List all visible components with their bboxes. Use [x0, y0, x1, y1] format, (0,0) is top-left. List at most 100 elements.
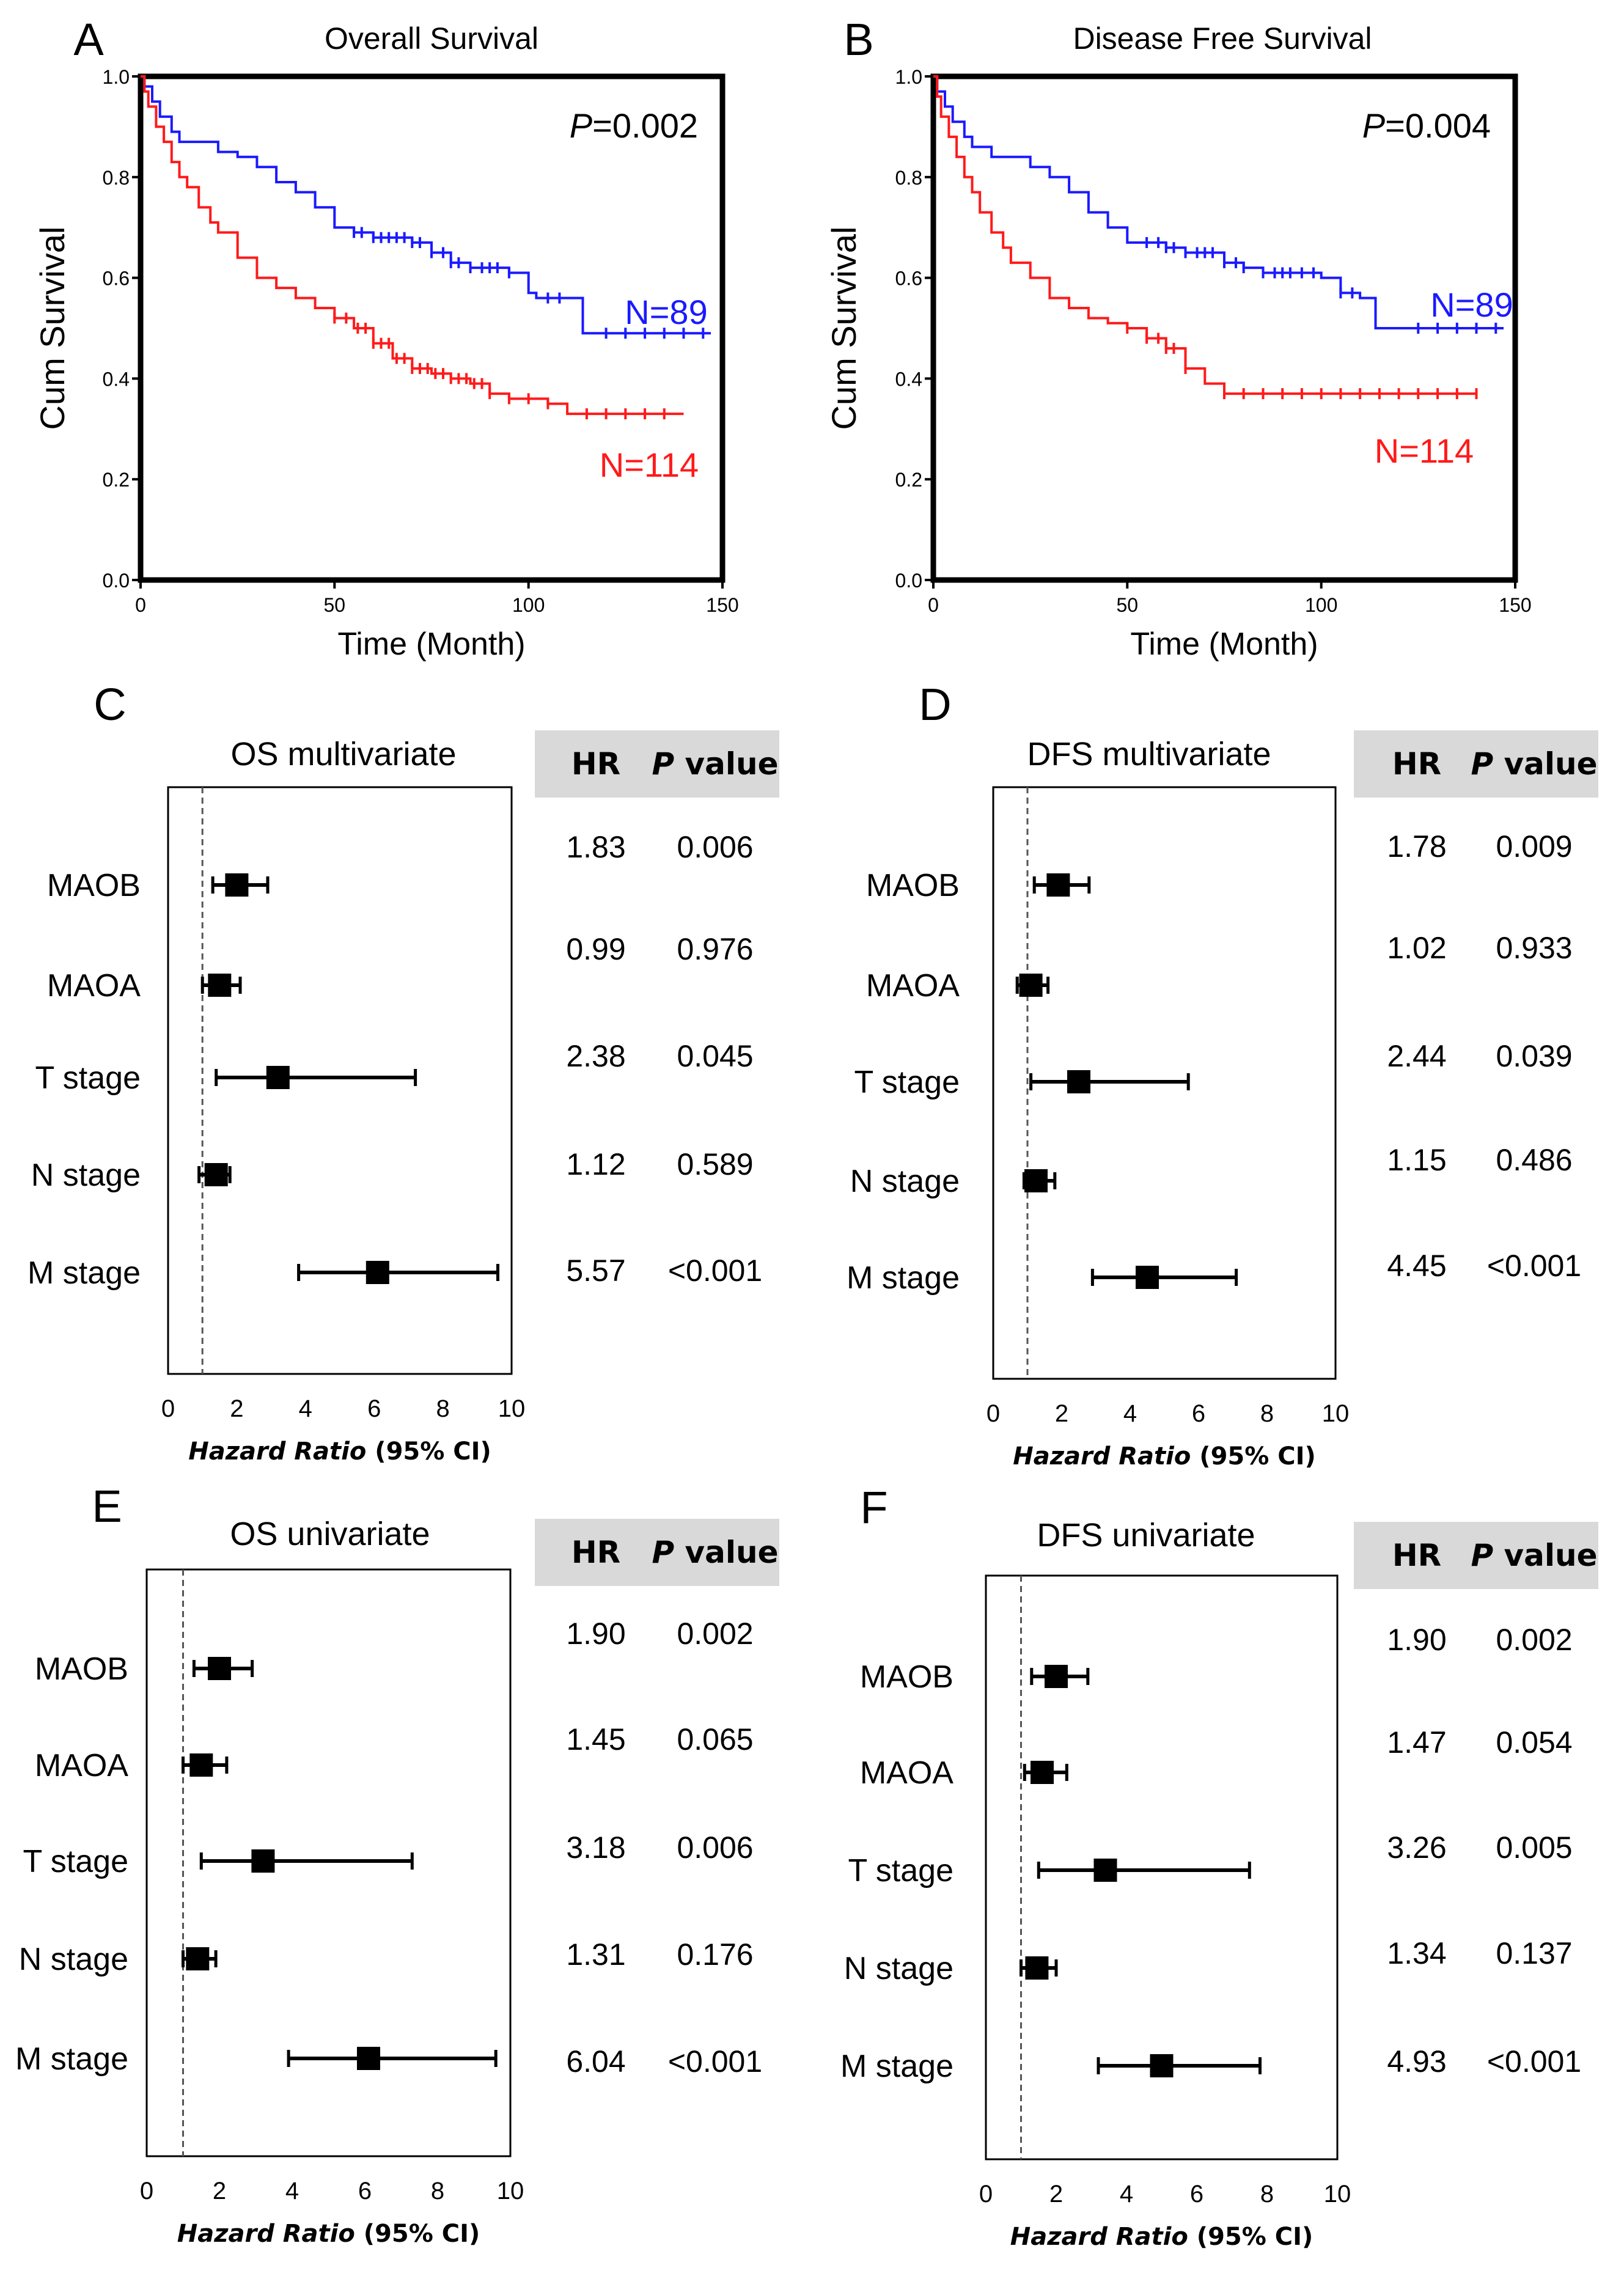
p-value-m-stage: <0.001: [1487, 2044, 1581, 2079]
x-tick-label: 2: [1049, 2181, 1063, 2208]
p-value-text: P=0.004: [1362, 106, 1491, 145]
panel-a-survival-chart: A Overall Survival 0.0 0.2 0.4 0.6 0.8 1.0 0 50 10…: [33, 14, 739, 662]
p-value-column-header: P value: [652, 746, 778, 782]
hr-point-maoa: [189, 1753, 213, 1777]
chart-title: OS univariate: [230, 1516, 430, 1552]
x-tick-label: 150: [1499, 594, 1531, 616]
series-label-n89: N=89: [625, 293, 707, 331]
plot-frame: [992, 786, 1337, 1380]
x-tick-label: 10: [498, 1395, 526, 1422]
x-tick-label: 4: [1120, 2181, 1133, 2208]
hr-value-n-stage: 1.12: [566, 1147, 625, 1181]
hr-value-t-stage: 3.18: [566, 1830, 625, 1865]
hr-point-m-stage: [366, 1261, 389, 1284]
panel-letter: F: [860, 1482, 887, 1533]
x-tick-label: 0: [979, 2181, 993, 2208]
hr-column-header: HR: [1392, 1538, 1441, 1573]
hr-point-t-stage: [251, 1849, 275, 1873]
row-label-maob: MAOB: [866, 868, 960, 903]
x-axis-label: Time (Month): [337, 626, 525, 662]
chart-title: OS multivariate: [230, 736, 456, 773]
chart-title: Overall Survival: [325, 21, 538, 56]
p-value-maoa: 0.933: [1496, 931, 1572, 965]
panel-letter: B: [843, 14, 873, 65]
p-value-maob: 0.002: [1496, 1623, 1572, 1657]
row-label-t-stage: T stage: [35, 1060, 141, 1096]
x-tick-label: 6: [358, 2178, 372, 2204]
p-value-symbol: P: [1362, 106, 1385, 145]
x-tick-label: 2: [230, 1395, 243, 1422]
hr-value-m-stage: 4.93: [1387, 2044, 1446, 2079]
hr-value-maoa: 1.02: [1387, 931, 1446, 965]
x-axis-label-italic: Hazard Ratio: [1010, 2223, 1188, 2251]
table-header-background: [535, 730, 779, 798]
p-value-t-stage: 0.045: [677, 1039, 753, 1073]
panel-letter: E: [92, 1481, 122, 1532]
hr-point-maob: [225, 873, 249, 897]
x-tick-label: 2: [213, 2178, 226, 2204]
series-label-n89: N=89: [1430, 285, 1513, 324]
hr-point-maob: [1045, 1665, 1068, 1688]
hr-point-maob: [1046, 873, 1070, 897]
table-header-background: [1354, 730, 1598, 798]
hr-column-header: HR: [571, 746, 620, 782]
p-value-column-header: P value: [1471, 746, 1597, 782]
hr-value-n-stage: 1.34: [1387, 1936, 1446, 1970]
plot-frame: [167, 786, 513, 1375]
y-tick-label: 0.8: [103, 167, 130, 189]
p-value-n-stage: 0.589: [677, 1147, 753, 1181]
p-value-column-header: P value: [1471, 1538, 1597, 1573]
hr-value-maob: 1.90: [566, 1617, 625, 1651]
hr-value-m-stage: 5.57: [566, 1254, 625, 1288]
p-value-header-rest: value: [1493, 1538, 1597, 1573]
chart-title: Disease Free Survival: [1073, 21, 1372, 56]
row-label-m-stage: M stage: [840, 2049, 953, 2084]
x-tick-label: 0: [135, 594, 146, 616]
x-tick-label: 0: [987, 1400, 1000, 1427]
hr-point-n-stage: [1024, 1169, 1048, 1192]
series-label-n114: N=114: [1375, 431, 1474, 470]
p-value-header-italic: P: [1471, 746, 1493, 782]
x-tick-label: 150: [706, 594, 738, 616]
hr-point-t-stage: [266, 1066, 290, 1089]
p-value-n-stage: 0.486: [1496, 1143, 1572, 1177]
p-value-t-stage: 0.005: [1496, 1830, 1572, 1865]
plot-frame: [138, 73, 726, 583]
hr-value-n-stage: 1.31: [566, 1937, 625, 1972]
hr-column-header: HR: [1392, 746, 1441, 782]
y-tick-label: 0.4: [103, 368, 130, 390]
panel-letter: D: [919, 679, 951, 730]
row-label-n-stage: N stage: [31, 1158, 141, 1193]
x-tick-label: 10: [1322, 1400, 1350, 1427]
survival-curve-blue: [933, 75, 1504, 329]
p-value-t-stage: 0.006: [677, 1830, 753, 1865]
chart-title: DFS multivariate: [1027, 736, 1271, 773]
p-value-n-stage: 0.176: [677, 1937, 753, 1972]
x-tick-label: 2: [1055, 1400, 1068, 1427]
hr-point-t-stage: [1067, 1070, 1090, 1093]
x-axis-label-ci: (95% CI): [1188, 2223, 1313, 2251]
row-label-maoa: MAOA: [47, 968, 141, 1004]
y-tick-label: 0.8: [895, 167, 922, 189]
panel-f-forest-plot: F DFS univariate 0 2 4 6 8 10 Hazard Ratio (95% …: [840, 1482, 1598, 2251]
x-axis-label-ci: (95% CI): [355, 2220, 480, 2248]
row-label-maob: MAOB: [47, 868, 141, 903]
x-axis-label-ci: (95% CI): [1191, 1442, 1315, 1470]
row-label-n-stage: N stage: [844, 1951, 953, 1986]
row-label-m-stage: M stage: [28, 1255, 141, 1291]
hr-value-t-stage: 2.38: [566, 1039, 625, 1073]
x-tick-label: 8: [1260, 2181, 1274, 2208]
row-label-maoa: MAOA: [860, 1755, 953, 1791]
hr-value-m-stage: 6.04: [566, 2044, 625, 2079]
p-value-maoa: 0.065: [677, 1722, 753, 1757]
hr-value-t-stage: 3.26: [1387, 1830, 1446, 1865]
y-axis-label: Cum Survival: [825, 227, 863, 430]
hr-point-maoa: [1031, 1761, 1054, 1784]
p-value-maob: 0.002: [677, 1617, 753, 1651]
y-tick-label: 0.6: [895, 268, 922, 290]
x-tick-label: 50: [1117, 594, 1139, 616]
hr-value-maob: 1.83: [566, 830, 625, 864]
x-axis-label: Hazard Ratio (95% CI): [177, 2220, 480, 2248]
hr-value-maoa: 0.99: [566, 932, 625, 966]
